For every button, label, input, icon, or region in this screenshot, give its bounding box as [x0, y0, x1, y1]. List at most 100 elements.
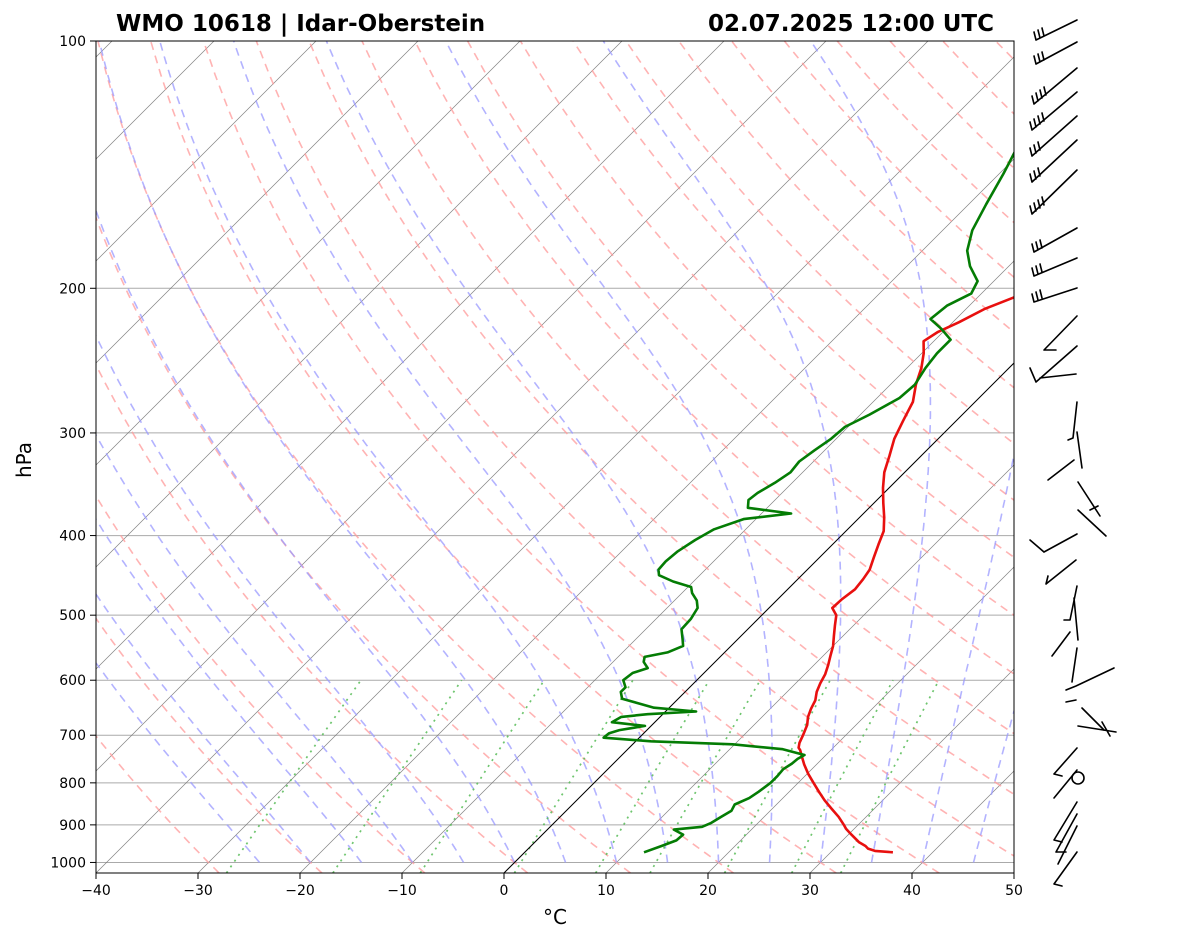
mixing-ratio-line — [594, 679, 711, 873]
x-tick-label: −10 — [387, 883, 417, 899]
wind-barb — [1053, 769, 1078, 799]
isotherm-line — [96, 41, 827, 772]
wind-barb — [1063, 585, 1078, 621]
moist-adiabat — [96, 592, 312, 863]
wind-barb — [1065, 699, 1077, 703]
mixing-ratio-line — [790, 679, 894, 873]
wind-barb — [1076, 431, 1083, 469]
dry-adiabat — [995, 41, 1014, 61]
isotherm-line — [809, 668, 1014, 873]
isotherm-line — [96, 41, 419, 364]
dry-adiabat — [361, 41, 1014, 735]
wind-barb — [1073, 597, 1079, 641]
moist-adiabat — [445, 41, 774, 863]
isotherm-line — [0, 41, 10, 873]
isotherm-line — [96, 41, 725, 670]
dry-adiabat — [1048, 41, 1181, 873]
wind-barb — [1047, 459, 1075, 481]
isotherm-line — [503, 362, 1014, 873]
dry-adiabat — [889, 41, 1014, 170]
wind-barb — [1053, 801, 1078, 843]
mixing-ratio-line — [419, 679, 545, 873]
calm-wind-circle — [1071, 771, 1085, 785]
y-tick-label: 400 — [59, 529, 86, 545]
wind-barb — [1053, 851, 1078, 887]
x-tick-label: 30 — [801, 883, 819, 899]
wind-barb — [1033, 41, 1078, 65]
wind-barb — [1029, 345, 1078, 383]
moist-adiabat — [96, 433, 414, 863]
wind-barb — [1081, 707, 1105, 731]
isotherm-line — [299, 158, 1014, 873]
x-axis-ticks: −40 −30 −20 −10 0 10 20 30 40 50 — [81, 873, 1023, 899]
moist-adiabat — [96, 661, 261, 863]
x-axis-label: °C — [543, 905, 567, 929]
x-tick-label: −20 — [285, 883, 315, 899]
moist-adiabat — [921, 450, 1014, 863]
plot-frame — [95, 40, 1015, 874]
y-tick-label: 800 — [59, 776, 86, 792]
temperature-profile — [797, 295, 1014, 854]
dry-adiabat — [96, 494, 426, 873]
dry-adiabat — [96, 215, 631, 873]
mixing-ratio-line — [649, 679, 762, 873]
mixing-ratio-line — [839, 679, 940, 873]
moist-adiabats — [96, 41, 1014, 863]
wind-barb — [1029, 533, 1078, 553]
y-axis-label: hPa — [12, 442, 36, 478]
wind-barb — [1031, 67, 1078, 105]
isotherm-line — [605, 464, 1014, 873]
mixing-ratio-line — [723, 679, 831, 873]
wind-barb — [1071, 647, 1078, 683]
wind-barb — [1057, 825, 1078, 865]
dry-adiabat — [97, 41, 734, 873]
x-tick-label: 0 — [500, 883, 509, 899]
moist-adiabat — [325, 41, 720, 863]
wind-barb — [1029, 169, 1078, 215]
wind-barb — [1067, 401, 1078, 441]
dry-adiabat — [678, 41, 1014, 389]
wind-barb — [1053, 747, 1078, 777]
dry-adiabat — [255, 41, 1014, 857]
wind-barb — [1031, 257, 1078, 277]
x-tick-label: 40 — [903, 883, 921, 899]
moist-adiabat — [810, 41, 932, 863]
dry-adiabat — [96, 363, 529, 873]
dry-adiabat — [149, 41, 837, 873]
wind-barb — [1065, 667, 1115, 691]
wind-barbs — [1029, 19, 1117, 887]
moist-adiabat — [98, 41, 567, 863]
y-tick-label: 700 — [59, 728, 86, 744]
x-tick-label: 50 — [1005, 883, 1023, 899]
moist-adiabat — [96, 333, 465, 863]
wind-barb — [1029, 139, 1078, 183]
zero-isotherm-line — [503, 362, 1014, 873]
x-tick-label: −40 — [81, 883, 111, 899]
wind-barb — [1031, 287, 1078, 303]
y-axis-ticks: 100 200 300 400 500 600 700 800 900 1000 — [50, 34, 96, 871]
wind-barb — [1043, 315, 1078, 351]
dry-adiabat — [572, 41, 1014, 502]
isotherm-line — [96, 41, 521, 466]
moist-adiabat — [972, 708, 1014, 863]
x-tick-label: 10 — [597, 883, 615, 899]
wind-barb — [1031, 227, 1078, 253]
wind-barb — [1045, 559, 1077, 585]
isotherm-line — [96, 41, 623, 568]
mixing-ratio-line — [513, 679, 634, 873]
wind-barb — [1029, 91, 1078, 131]
isotherm-line — [197, 56, 1014, 873]
mixing-ratio-line — [225, 679, 362, 873]
y-tick-label: 600 — [59, 673, 86, 689]
dry-adiabat — [625, 41, 1014, 445]
dry-adiabat — [96, 617, 323, 873]
moist-adiabat — [96, 517, 363, 863]
x-tick-label: 20 — [699, 883, 717, 899]
mixing-ratio-lines — [225, 679, 940, 873]
sounding-profiles — [602, 150, 1014, 854]
dry-adiabat — [942, 41, 1014, 115]
chart-title-station: WMO 10618 | Idar-Oberstein — [116, 11, 485, 37]
wind-barb — [1077, 509, 1107, 537]
isotherm-line — [401, 260, 1014, 873]
